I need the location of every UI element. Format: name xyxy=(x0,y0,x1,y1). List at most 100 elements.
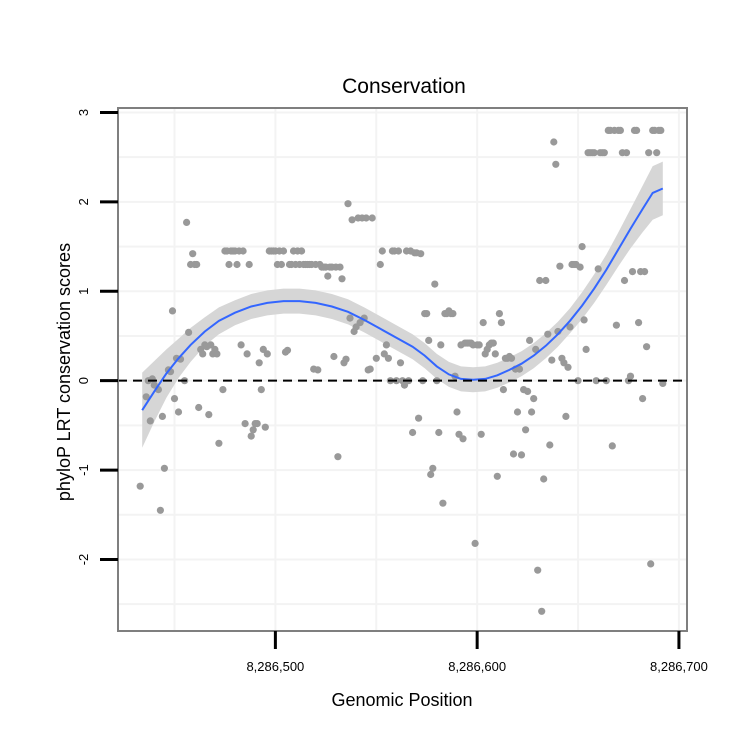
data-point xyxy=(552,160,560,168)
data-point xyxy=(580,316,588,324)
data-point xyxy=(513,408,522,416)
data-point xyxy=(608,442,616,450)
data-point xyxy=(241,420,249,428)
data-point xyxy=(524,387,532,395)
data-point xyxy=(160,464,168,472)
panel-border xyxy=(117,107,688,632)
data-point xyxy=(590,149,598,157)
data-point xyxy=(653,149,661,157)
data-point xyxy=(362,214,370,222)
data-point xyxy=(439,499,447,507)
x-tick-label: 8,286,600 xyxy=(448,659,506,674)
data-point xyxy=(193,260,201,269)
data-point xyxy=(477,430,485,438)
data-point xyxy=(515,365,524,373)
data-point xyxy=(517,451,526,459)
y-axis: -2 -1 0 1 2 3 xyxy=(76,109,118,565)
data-point xyxy=(255,359,263,367)
data-point xyxy=(435,428,443,437)
data-point xyxy=(342,355,350,363)
data-point xyxy=(195,403,203,412)
data-point xyxy=(544,330,552,338)
data-point xyxy=(530,395,538,403)
smooth-line xyxy=(141,187,664,411)
data-point xyxy=(225,260,233,269)
data-point xyxy=(376,260,384,269)
data-point xyxy=(189,250,197,258)
data-point xyxy=(548,356,556,364)
data-point xyxy=(493,472,501,480)
data-point xyxy=(564,363,572,371)
chart-title: Conservation xyxy=(342,75,466,98)
data-point xyxy=(633,126,641,134)
grid xyxy=(118,108,687,631)
data-point xyxy=(509,450,518,458)
data-point xyxy=(576,263,584,271)
data-point xyxy=(338,275,346,283)
data-point xyxy=(239,247,247,255)
data-point xyxy=(528,408,536,416)
data-point xyxy=(429,464,437,472)
data-point xyxy=(566,323,574,331)
y-axis-title: phyloP LRT conservation scores xyxy=(54,243,74,501)
data-point xyxy=(620,276,629,285)
data-point xyxy=(475,341,483,349)
data-point xyxy=(233,260,241,269)
data-point xyxy=(542,276,550,285)
data-point xyxy=(330,352,338,361)
data-point xyxy=(346,314,354,322)
confidence-band-area xyxy=(142,161,663,448)
data-point xyxy=(459,435,467,443)
data-point xyxy=(417,250,425,258)
x-tick-label: 8,286,500 xyxy=(246,659,304,674)
data-point xyxy=(372,354,380,362)
data-point xyxy=(574,377,582,385)
data-point xyxy=(136,482,144,490)
data-point xyxy=(497,319,505,327)
data-point xyxy=(146,417,154,425)
data-point xyxy=(522,426,530,434)
data-point xyxy=(396,359,405,367)
y-tick-label: 2 xyxy=(76,198,91,205)
y-tick-label: 1 xyxy=(76,288,91,295)
data-point xyxy=(639,395,647,403)
data-point xyxy=(263,350,271,358)
data-point xyxy=(215,439,223,447)
data-point xyxy=(556,262,564,270)
data-point xyxy=(507,354,516,362)
data-point xyxy=(394,247,403,255)
data-point xyxy=(298,247,306,255)
data-point xyxy=(378,247,386,255)
data-point xyxy=(479,319,487,327)
data-point xyxy=(205,411,213,419)
data-point xyxy=(142,393,150,401)
data-point xyxy=(449,310,457,318)
x-axis-title: Genomic Position xyxy=(331,690,472,710)
data-point xyxy=(647,560,655,568)
data-point xyxy=(382,341,390,349)
data-point xyxy=(594,265,602,273)
data-point xyxy=(641,268,649,276)
data-point xyxy=(427,470,435,479)
x-axis: 8,286,500 8,286,600 8,286,700 xyxy=(246,631,708,674)
data-point xyxy=(499,386,507,394)
data-point xyxy=(643,343,651,351)
data-point xyxy=(562,412,570,420)
data-point xyxy=(536,276,544,285)
data-point xyxy=(534,566,542,574)
x-tick-label: 8,286,700 xyxy=(650,659,708,674)
data-point xyxy=(334,453,342,461)
data-point xyxy=(219,386,227,394)
data-point xyxy=(185,328,193,336)
smooth-line-group xyxy=(141,187,664,411)
data-point xyxy=(213,350,221,358)
data-point xyxy=(453,408,461,416)
data-point xyxy=(247,432,255,440)
data-point xyxy=(245,260,253,269)
data-point xyxy=(324,272,332,280)
data-point xyxy=(600,149,608,157)
data-point xyxy=(336,263,344,271)
y-tick-label: -1 xyxy=(76,464,91,476)
y-tick-label: 0 xyxy=(76,377,91,384)
data-point xyxy=(550,138,558,146)
